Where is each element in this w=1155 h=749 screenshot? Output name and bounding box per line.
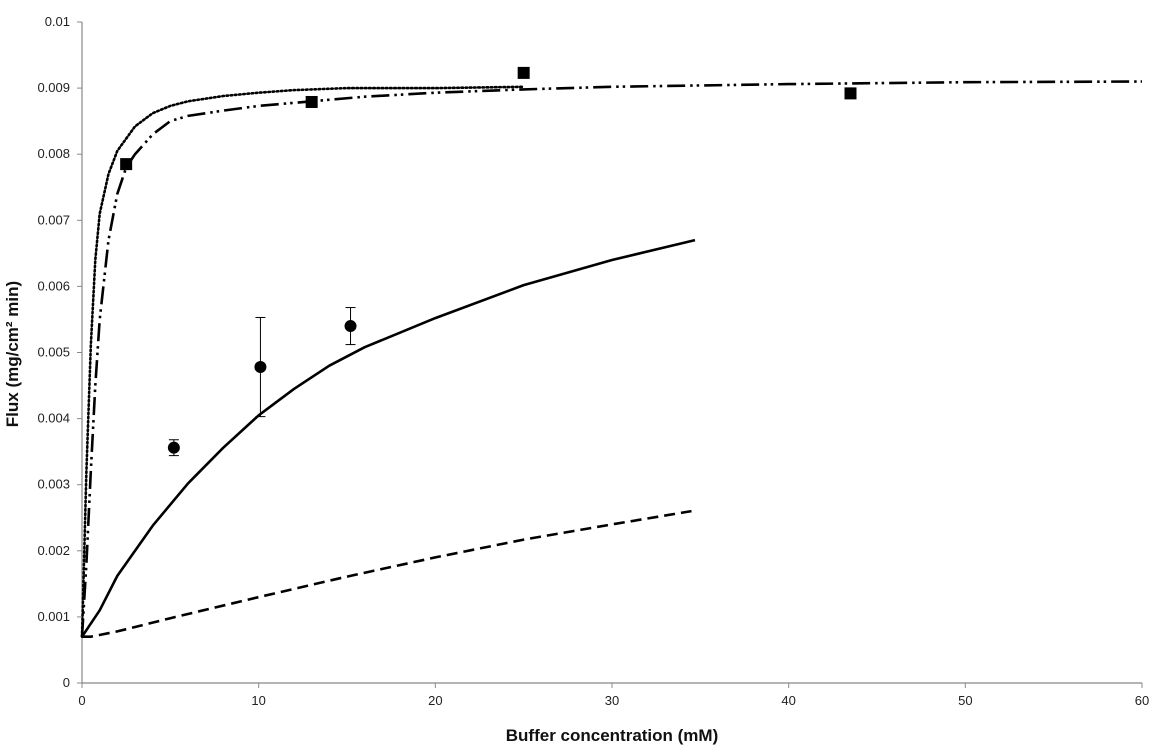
y-tick-label: 0.006 bbox=[37, 278, 70, 293]
error-bars bbox=[168, 307, 356, 457]
y-tick-label: 0.007 bbox=[37, 212, 70, 227]
y-tick-label: 0.01 bbox=[45, 14, 70, 29]
y-tick-label: 0 bbox=[63, 675, 70, 690]
x-tick-label: 30 bbox=[605, 693, 619, 708]
circle-point bbox=[344, 320, 357, 333]
tick-labels: 0 0.001 0.002 0.003 0.004 0.005 0.006 0.007 0.00… bbox=[37, 14, 1149, 708]
tick-marks bbox=[77, 21, 1143, 688]
x-tick-label: 50 bbox=[958, 693, 972, 708]
series-line-dash-dot-dot bbox=[80, 80, 1143, 637]
y-tick-label: 0.009 bbox=[37, 80, 70, 95]
series-line-dashed bbox=[82, 509, 692, 638]
y-tick-label: 0.004 bbox=[37, 411, 70, 426]
square-point bbox=[120, 158, 133, 171]
y-tick-label: 0.008 bbox=[37, 146, 70, 161]
square-point bbox=[305, 95, 318, 108]
series-line-solid bbox=[80, 238, 696, 638]
y-tick-label: 0.003 bbox=[37, 477, 70, 492]
y-tick-label: 0.002 bbox=[37, 543, 70, 558]
series-lines bbox=[80, 80, 1143, 638]
x-tick-label: 0 bbox=[78, 693, 85, 708]
y-axis-title: Flux (mg/cm² min) bbox=[3, 281, 22, 427]
square-point bbox=[517, 66, 530, 79]
x-tick-label: 40 bbox=[781, 693, 795, 708]
data-points bbox=[120, 66, 857, 454]
square-point bbox=[844, 87, 857, 100]
x-tick-label: 60 bbox=[1135, 693, 1149, 708]
y-tick-label: 0.005 bbox=[37, 345, 70, 360]
circle-point bbox=[167, 441, 180, 454]
x-axis-title: Buffer concentration (mM) bbox=[506, 726, 719, 745]
y-tick-label: 0.001 bbox=[37, 609, 70, 624]
series-line-dotted bbox=[80, 85, 525, 638]
circle-point bbox=[254, 361, 267, 374]
x-tick-label: 10 bbox=[251, 693, 265, 708]
x-tick-label: 20 bbox=[428, 693, 442, 708]
axes bbox=[81, 22, 1142, 684]
